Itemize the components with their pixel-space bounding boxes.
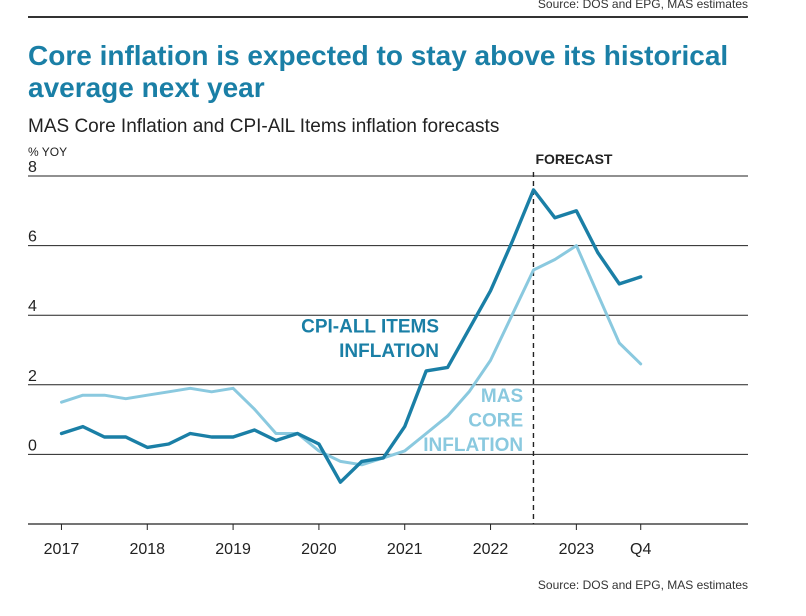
x-tick-label: 2022 [473,541,509,558]
x-tick-label: 2017 [44,541,80,558]
y-tick-label: 6 [28,229,37,246]
y-tick-label: 2 [28,368,37,385]
x-tick-label: Q4 [630,541,651,558]
chart-subtitle: MAS Core Inflation and CPI-AlL Items inf… [28,116,500,137]
top-divider [28,16,748,18]
x-tick-label: 2023 [559,541,595,558]
y-tick-label: 0 [28,437,37,454]
x-tick-label: 2020 [301,541,337,558]
mas-core-series-label: INFLATION [423,435,523,456]
y-axis-label: % YOY [28,145,67,159]
y-tick-label: 4 [28,298,37,315]
mas-core-series-label: CORE [468,411,523,432]
x-tick-label: 2021 [387,541,423,558]
cpi-all-items-series-label: INFLATION [339,341,439,362]
y-tick-label: 8 [28,159,37,176]
cpi-all-items-series-label: CPI-ALL ITEMS [301,317,439,338]
forecast-label: FORECAST [535,151,612,167]
source-note-bottom: Source: DOS and EPG, MAS estimates [537,578,748,592]
mas-core-line [60,244,643,467]
cpi-all-items-line [59,188,643,484]
x-tick-label: 2019 [215,541,251,558]
x-tick-label: 2018 [129,541,165,558]
source-note-top: Source: DOS and EPG, MAS estimates [537,0,748,11]
chart-title: Core inflation is expected to stay above… [28,40,729,103]
mas-core-series-label: MAS [481,386,523,407]
